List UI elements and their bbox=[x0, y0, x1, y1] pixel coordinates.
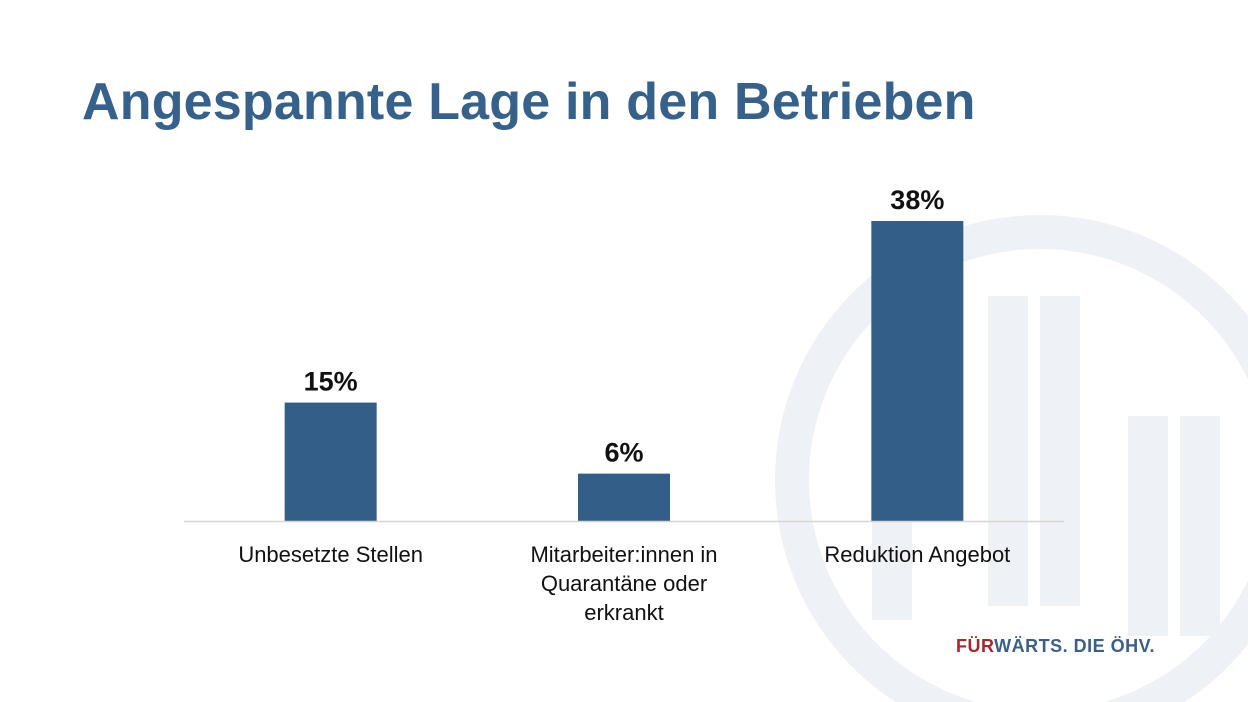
data-label-2: 38% bbox=[890, 185, 944, 215]
bar-2 bbox=[871, 221, 964, 521]
brand-slogan-blue: WÄRTS. DIE ÖHV. bbox=[994, 636, 1156, 656]
bar-0 bbox=[284, 402, 377, 521]
category-label-unbesetzte-stellen: Unbesetzte Stellen bbox=[238, 542, 423, 567]
brand-slogan-red: FÜR bbox=[956, 636, 995, 656]
data-label-1: 6% bbox=[604, 438, 643, 468]
brand-slogan: FÜRWÄRTS. DIE ÖHV. bbox=[956, 636, 1155, 657]
data-label-0: 15% bbox=[304, 367, 358, 397]
slide-title: Angespannte Lage in den Betrieben bbox=[82, 73, 976, 131]
category-label-reduktion-angebot: Reduktion Angebot bbox=[824, 542, 1011, 567]
category-label-quarantaene: Mitarbeiter:innen in Quarantäne oder erk… bbox=[530, 542, 718, 625]
bar-1 bbox=[578, 473, 670, 521]
